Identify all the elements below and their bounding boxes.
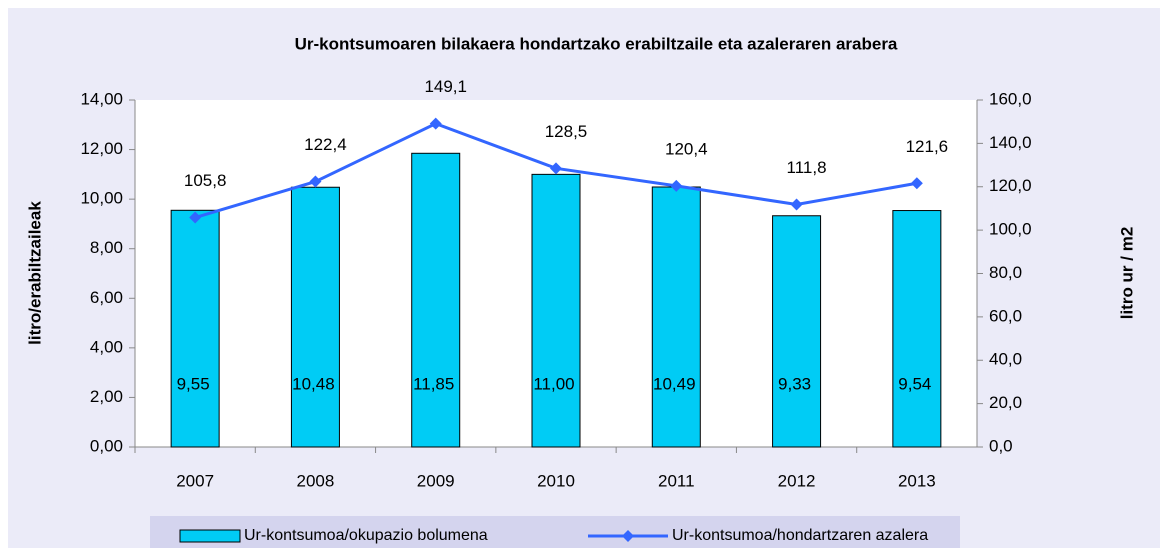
legend-label: Ur-kontsumoa/okupazio bolumena — [244, 527, 488, 544]
chart-title: Ur-kontsumoaren bilakaera hondartzako er… — [295, 34, 898, 53]
y2-tick-label: 100,0 — [989, 220, 1032, 239]
legend-label: Ur-kontsumoa/hondartzaren azalera — [672, 527, 928, 544]
y-axis-title: litro/erabiltzaileak — [25, 201, 44, 345]
x-tick-label: 2011 — [658, 471, 695, 490]
y2-tick-label: 160,0 — [989, 89, 1032, 108]
line-value-label: 122,4 — [304, 135, 347, 154]
y-tick-label: 6,00 — [90, 288, 123, 307]
line-value-label: 121,6 — [906, 137, 949, 156]
x-tick-label: 2007 — [176, 471, 214, 490]
bar — [772, 215, 822, 448]
y-tick-label: 12,00 — [80, 139, 123, 158]
y2-tick-label: 120,0 — [989, 176, 1032, 195]
legend — [150, 516, 960, 548]
bar — [531, 173, 581, 448]
y-tick-label: 0,00 — [90, 436, 123, 455]
line-value-label: 128,5 — [545, 122, 588, 141]
line-value-label: 149,1 — [424, 77, 467, 96]
bar-value-label: 9,55 — [177, 374, 210, 393]
bar-value-label: 9,54 — [898, 374, 931, 393]
y-tick-label: 8,00 — [90, 238, 123, 257]
line-marker — [670, 179, 683, 192]
y-tick-label: 4,00 — [90, 337, 123, 356]
line-value-label: 111,8 — [787, 158, 827, 177]
line-marker — [189, 211, 202, 224]
y2-tick-label: 140,0 — [989, 133, 1032, 152]
x-tick-label: 2012 — [778, 471, 816, 490]
x-tick-label: 2008 — [297, 471, 335, 490]
y-tick-label: 14,00 — [80, 89, 123, 108]
line-marker — [309, 175, 322, 188]
x-tick-label: 2013 — [898, 471, 936, 490]
x-tick-label: 2009 — [417, 471, 455, 490]
y2-tick-label: 60,0 — [989, 306, 1022, 325]
y-tick-label: 10,00 — [80, 189, 123, 208]
y2-tick-label: 0,0 — [989, 436, 1013, 455]
y-tick-label: 2,00 — [90, 387, 123, 406]
bar — [651, 186, 701, 448]
line-marker — [910, 177, 923, 190]
legend-marker — [622, 530, 634, 542]
x-tick-label: 2010 — [537, 471, 575, 490]
line-marker — [550, 162, 562, 175]
bar — [892, 210, 942, 448]
bar — [170, 209, 220, 448]
y2-axis-title: litro ur / m2 — [1117, 227, 1136, 320]
line-marker — [429, 117, 442, 130]
legend-swatch — [179, 529, 241, 543]
y2-tick-label: 40,0 — [989, 350, 1022, 369]
line-marker — [790, 198, 803, 211]
bar-value-label: 9,33 — [778, 374, 811, 393]
bar-value-label: 11,85 — [413, 374, 454, 393]
y2-tick-label: 80,0 — [989, 263, 1022, 282]
line-value-label: 120,4 — [665, 139, 708, 158]
bar-value-label: 10,48 — [292, 374, 335, 393]
y2-tick-label: 20,0 — [989, 393, 1022, 412]
bar — [411, 152, 461, 448]
bar-value-label: 10,49 — [653, 374, 696, 393]
line-value-label: 105,8 — [184, 171, 227, 190]
bar — [290, 186, 340, 448]
bar-value-label: 11,00 — [533, 374, 574, 393]
